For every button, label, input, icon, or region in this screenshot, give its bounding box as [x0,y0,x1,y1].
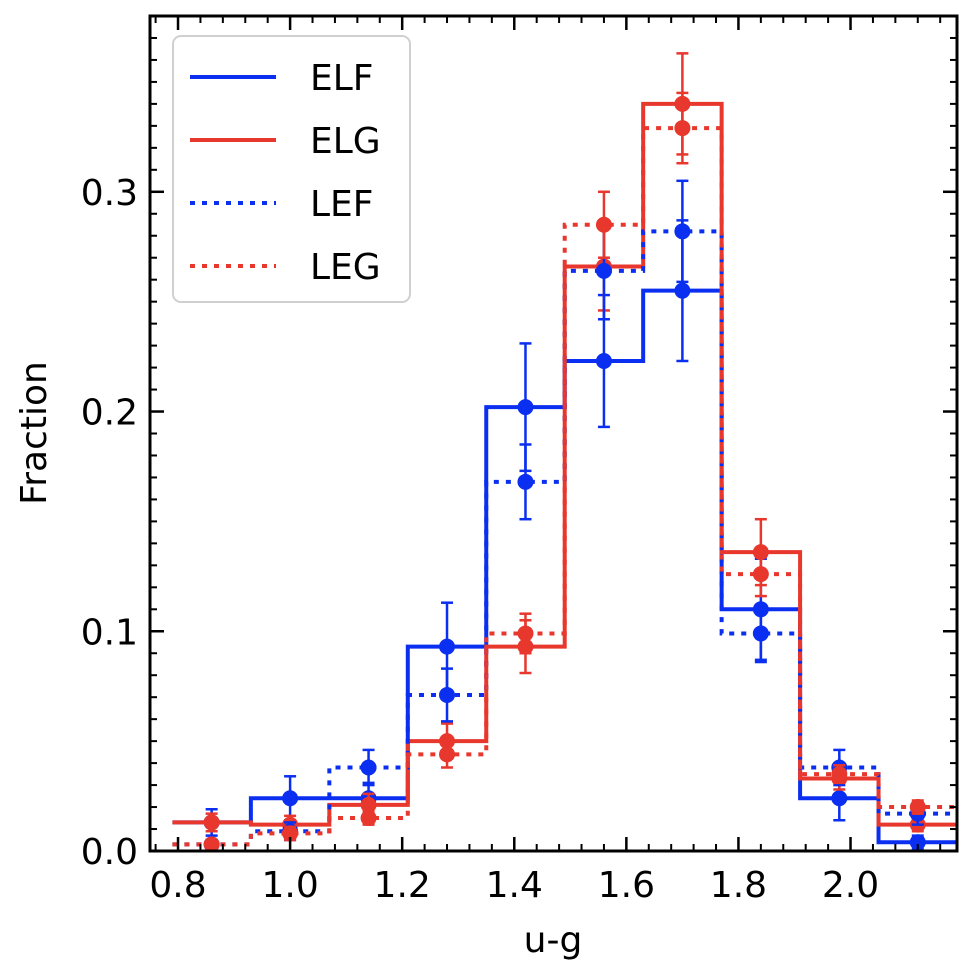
data-point-leg [360,810,377,827]
data-point-leg [674,120,691,137]
plot-area [172,52,957,851]
legend-label-elg: ELG [310,121,381,162]
data-point-leg [517,625,534,642]
legend: ELF ELG LEF LEG [172,35,411,303]
data-point-elf [831,790,848,807]
x-tick-label: 1.8 [710,865,767,906]
x-tick-label: 1.6 [598,865,655,906]
data-point-elg [203,814,220,831]
legend-box [172,35,411,303]
data-point-leg [752,566,769,583]
data-point-elf [595,352,612,369]
data-point-lef [674,223,691,240]
y-tick-label: 0.1 [81,612,138,653]
x-tick-label: 2.0 [822,865,879,906]
y-tick-label: 0.3 [81,173,138,214]
y-tick-label: 0.2 [81,393,138,434]
axes: 0.8 1.0 1.2 1.4 1.6 1.8 2.0 0.0 0.1 0.2 0.3 [81,14,959,906]
y-axis-label: Fraction [14,361,55,505]
x-axis-label: u-g [524,920,583,961]
step-line-leg [172,126,957,847]
data-point-lef [360,759,377,776]
data-point-lef [439,686,456,703]
data-point-leg [439,746,456,763]
data-point-lef [517,473,534,490]
data-point-leg [203,836,220,851]
plot-content [172,52,957,851]
data-point-lef [752,625,769,642]
data-point-leg [909,799,926,816]
x-tick-label: 1.4 [486,865,543,906]
x-tick-label: 1.0 [261,865,318,906]
data-point-elf [517,399,534,416]
legend-label-lef: LEF [310,184,374,225]
data-point-elf [674,282,691,299]
legend-label-elf: ELF [310,58,374,99]
x-tick-label: 1.2 [374,865,431,906]
data-point-elf [282,790,299,807]
data-point-lef [595,262,612,279]
data-point-leg [595,216,612,233]
data-point-elg [360,796,377,813]
data-point-elf [439,638,456,655]
x-tick-label: 0.8 [149,865,206,906]
data-point-leg [831,766,848,783]
data-point-elf [909,834,926,851]
legend-label-leg: LEG [310,247,381,288]
data-point-leg [282,825,299,842]
y-tick-label: 0.0 [81,832,138,873]
